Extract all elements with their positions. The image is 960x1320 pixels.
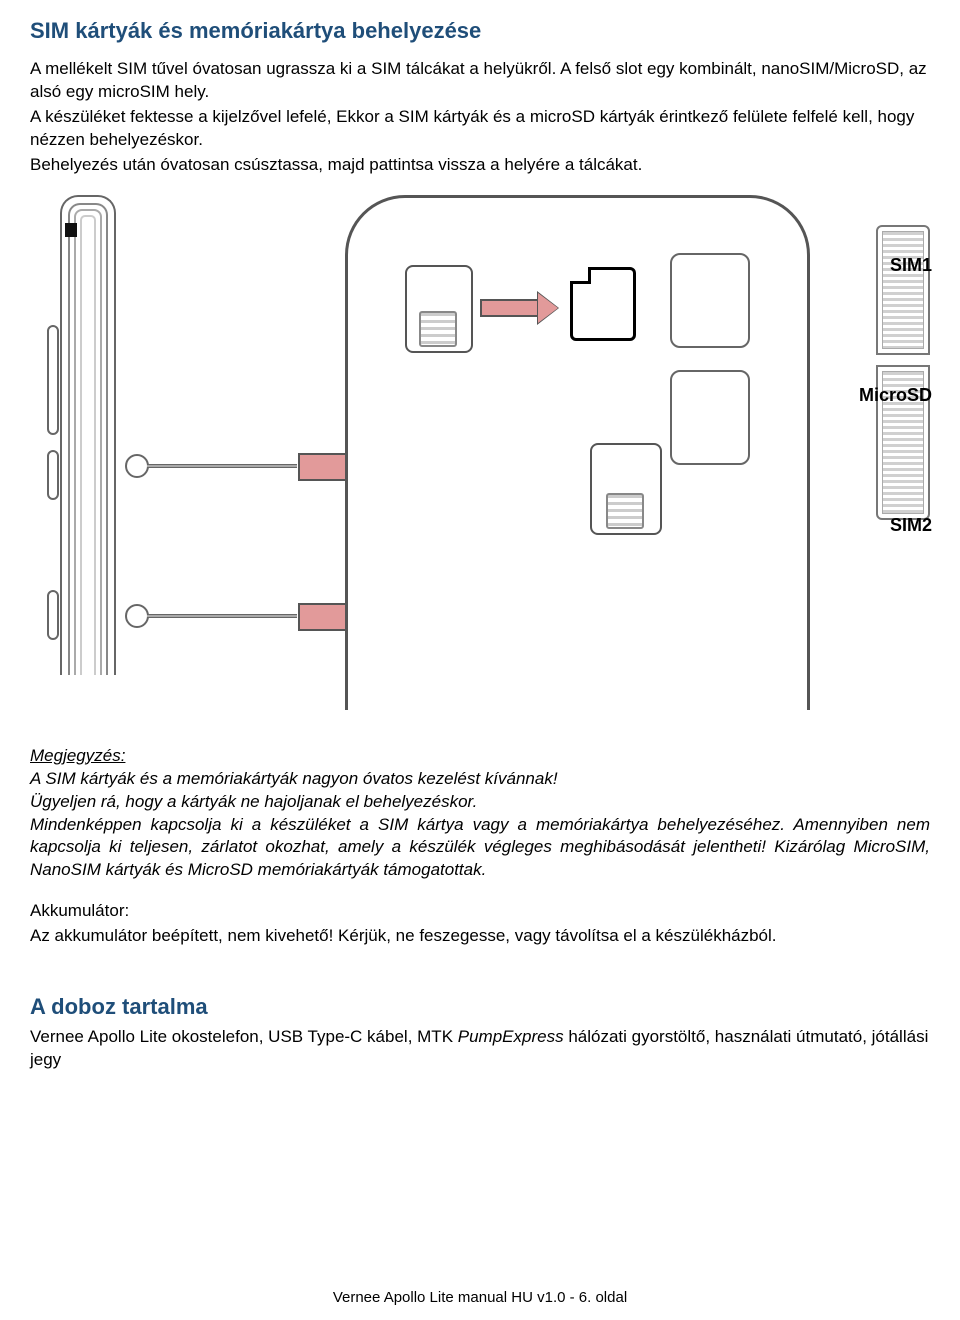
sim2-card-icon bbox=[590, 443, 662, 535]
intro-paragraph-3: Behelyezés után óvatosan csúsztassa, maj… bbox=[30, 154, 930, 177]
note-line-2: Ügyeljen rá, hogy a kártyák ne hajoljana… bbox=[30, 792, 477, 811]
note-line-3: Mindenképpen kapcsolja ki a készüléket a… bbox=[30, 814, 930, 883]
note-heading: Megjegyzés: bbox=[30, 746, 125, 765]
phone-top-sensor bbox=[65, 223, 77, 237]
section-heading-sim: SIM kártyák és memóriakártya behelyezése bbox=[30, 18, 930, 44]
box-text-em: PumpExpress bbox=[458, 1027, 564, 1046]
slot-sim1 bbox=[670, 253, 750, 348]
battery-heading: Akkumulátor: bbox=[30, 900, 930, 923]
label-sim2: SIM2 bbox=[890, 515, 932, 536]
sim-tray-upper bbox=[876, 225, 930, 355]
arrow-sim-to-slot bbox=[480, 293, 560, 323]
sim1-card-icon bbox=[405, 265, 473, 353]
phone-side-view bbox=[60, 195, 116, 675]
slot-microsd bbox=[670, 370, 750, 465]
note-block: Megjegyzés: A SIM kártyák és a memóriaká… bbox=[30, 745, 930, 883]
battery-text: Az akkumulátor beépített, nem kivehető! … bbox=[30, 925, 930, 948]
intro-paragraph-1: A mellékelt SIM tűvel óvatosan ugrassza … bbox=[30, 58, 930, 104]
label-sim1: SIM1 bbox=[890, 255, 932, 276]
label-microsd: MicroSD bbox=[859, 385, 932, 406]
volume-button-short bbox=[47, 450, 59, 500]
microsd-card-icon bbox=[570, 267, 636, 341]
power-button bbox=[47, 590, 59, 640]
sim-insertion-diagram: SIM1 MicroSD SIM2 bbox=[30, 195, 930, 725]
section-heading-box: A doboz tartalma bbox=[30, 994, 930, 1020]
intro-paragraph-2: A készüléket fektesse a kijelzővel lefel… bbox=[30, 106, 930, 152]
volume-button-long bbox=[47, 325, 59, 435]
page-footer: Vernee Apollo Lite manual HU v1.0 - 6. o… bbox=[0, 1289, 960, 1306]
box-text-prefix: Vernee Apollo Lite okostelefon, USB Type… bbox=[30, 1027, 458, 1046]
note-line-1: A SIM kártyák és a memóriakártyák nagyon… bbox=[30, 769, 558, 788]
box-contents-text: Vernee Apollo Lite okostelefon, USB Type… bbox=[30, 1026, 930, 1072]
